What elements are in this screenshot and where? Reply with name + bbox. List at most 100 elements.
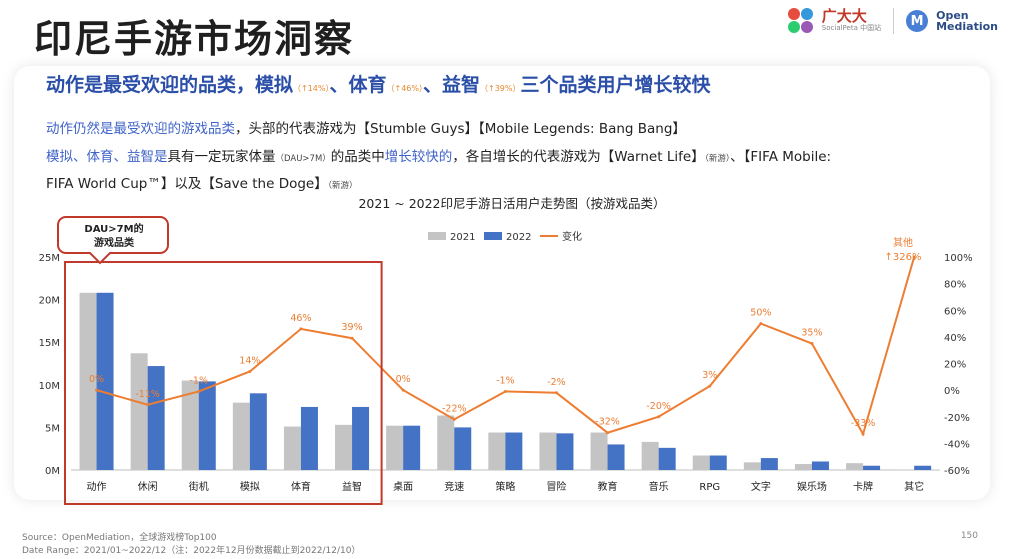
change-data-label: 39% bbox=[341, 322, 362, 333]
body-text: ，各自增长的代表游戏为【Warnet Life】 bbox=[452, 149, 705, 165]
bar-2021 bbox=[539, 432, 557, 470]
bar-2021 bbox=[846, 463, 864, 470]
category-label: 体育 bbox=[291, 480, 311, 493]
bar-2022 bbox=[96, 292, 114, 470]
body-text: ，头部的代表游戏为【Stumble Guys】【Mobile Legends: … bbox=[235, 121, 686, 137]
bar-2022 bbox=[556, 433, 574, 470]
bar-2022 bbox=[198, 381, 216, 470]
change-data-label: 0% bbox=[89, 374, 104, 385]
change-point bbox=[861, 432, 865, 436]
body-text: 的品类中 bbox=[330, 149, 385, 165]
category-label: 动作 bbox=[87, 481, 107, 493]
bar-2021 bbox=[232, 402, 250, 470]
change-data-label: 46% bbox=[290, 313, 311, 324]
category-label: 休闲 bbox=[138, 480, 158, 493]
change-data-label: -11% bbox=[135, 389, 160, 400]
change-point bbox=[299, 327, 303, 331]
headline-growth: （↑14%） bbox=[293, 84, 330, 93]
change-point bbox=[606, 431, 610, 435]
change-data-label: -1% bbox=[190, 375, 209, 386]
openmediation-logo-icon: M bbox=[906, 10, 929, 32]
footer-date-range: Date Range：2021/01~2022/12（注：2022年12月份数据… bbox=[22, 546, 361, 556]
change-data-label: -22% bbox=[442, 403, 467, 414]
brand-name: 广大大 bbox=[821, 7, 867, 25]
callout-bubble bbox=[57, 216, 169, 265]
bar-2021 bbox=[897, 469, 915, 471]
body-highlight: 模拟、体育、益智是 bbox=[46, 149, 168, 165]
category-label: 桌面 bbox=[393, 480, 413, 493]
bar-2022 bbox=[658, 447, 676, 470]
change-data-label: 0% bbox=[396, 374, 411, 385]
left-axis-tick-label: 10M bbox=[39, 381, 60, 392]
headline: 动作是最受欢迎的品类，模拟（↑14%）、体育（↑46%）、益智（↑39%）三个品… bbox=[46, 70, 711, 97]
body-text: 具有一定玩家体量 bbox=[167, 149, 276, 165]
bar-2022 bbox=[914, 465, 932, 470]
category-label: 益智 bbox=[342, 480, 362, 493]
change-point bbox=[146, 403, 150, 407]
bar-2021 bbox=[641, 441, 659, 470]
change-point bbox=[657, 415, 661, 419]
chart-title: 2021 ~ 2022印尼手游日活用户走势图（按游戏品类） bbox=[358, 196, 665, 211]
change-data-label: 50% bbox=[750, 308, 771, 319]
logo-divider bbox=[893, 8, 895, 34]
bar-2021 bbox=[335, 424, 353, 470]
bar-2021 bbox=[590, 432, 608, 470]
chart-plot: 0M 5M 10M 15M 20M 25M -60% -40% -20% 0% 20% 40% 60% 8… bbox=[39, 216, 973, 505]
legend-label: 2022 bbox=[506, 232, 531, 243]
headline-growth: （↑39%） bbox=[480, 84, 521, 93]
partner-name-2: Mediation bbox=[936, 20, 998, 33]
right-axis-tick-label: 20% bbox=[944, 360, 966, 371]
headline-part: 、体育 bbox=[329, 74, 387, 96]
right-axis-tick-label: 40% bbox=[944, 333, 966, 344]
page-number: 150 bbox=[960, 531, 978, 541]
body-line-2: 模拟、体育、益智是具有一定玩家体量（DAU>7M）的品类中增长较快的，各自增长的… bbox=[46, 145, 831, 165]
category-label: 音乐 bbox=[649, 480, 669, 493]
legend-label: 2021 bbox=[450, 232, 475, 243]
change-point bbox=[350, 336, 354, 340]
bar-2021 bbox=[130, 353, 148, 470]
bar-2022 bbox=[709, 455, 727, 470]
category-label: 文字 bbox=[751, 480, 771, 493]
body-text: FIFA World Cup™】以及【Save the Doge】 bbox=[46, 176, 328, 192]
change-point bbox=[708, 384, 712, 388]
right-axis-tick-label: -20% bbox=[944, 413, 970, 424]
left-axis-tick-label: 0M bbox=[45, 466, 60, 477]
bar-2021 bbox=[79, 292, 97, 470]
change-data-label: -1% bbox=[496, 375, 515, 386]
bar-2022 bbox=[147, 366, 165, 470]
change-data-label: 3% bbox=[702, 370, 717, 381]
content-card bbox=[14, 66, 990, 500]
change-data-label: 14% bbox=[239, 355, 260, 366]
change-line bbox=[96, 256, 916, 437]
legend-swatch-2022 bbox=[484, 232, 502, 240]
highlight-box bbox=[64, 261, 383, 505]
category-label: 竞速 bbox=[444, 480, 464, 493]
body-line-1: 动作仍然是最受欢迎的游戏品类，头部的代表游戏为【Stumble Guys】【Mo… bbox=[46, 117, 686, 137]
partner-name-1: Open bbox=[936, 9, 969, 22]
other-annotation: 其他 bbox=[893, 236, 913, 249]
bar-2022 bbox=[811, 461, 829, 470]
change-point bbox=[810, 342, 814, 346]
legend-label: 变化 bbox=[562, 230, 582, 243]
right-axis-tick-label: 0% bbox=[944, 386, 960, 397]
category-label: 教育 bbox=[598, 480, 618, 493]
change-data-label: -33% bbox=[851, 418, 876, 429]
body-highlight: 增长较快的 bbox=[384, 149, 453, 165]
bar-2022 bbox=[249, 393, 267, 470]
category-label: 策略 bbox=[495, 480, 515, 493]
change-data-label: -2% bbox=[547, 377, 566, 388]
category-label: 娱乐场 bbox=[797, 480, 827, 493]
socialpeta-logo-icon bbox=[787, 8, 814, 34]
headline-part: 三个品类用户增长较快 bbox=[520, 74, 711, 96]
logos: 广大大 SocialPeta 中国站 M Open Mediation bbox=[787, 6, 998, 36]
bar-2021 bbox=[692, 455, 710, 470]
category-label: RPG bbox=[699, 482, 720, 493]
bar-2022 bbox=[760, 458, 778, 470]
change-point bbox=[503, 389, 507, 393]
category-label: 卡牌 bbox=[853, 480, 873, 493]
change-point bbox=[95, 388, 99, 392]
right-axis-tick-label: 80% bbox=[944, 280, 966, 291]
right-axis-tick-label: 100% bbox=[944, 253, 973, 264]
change-point bbox=[554, 391, 558, 395]
right-axis-tick-label: -40% bbox=[944, 439, 970, 450]
